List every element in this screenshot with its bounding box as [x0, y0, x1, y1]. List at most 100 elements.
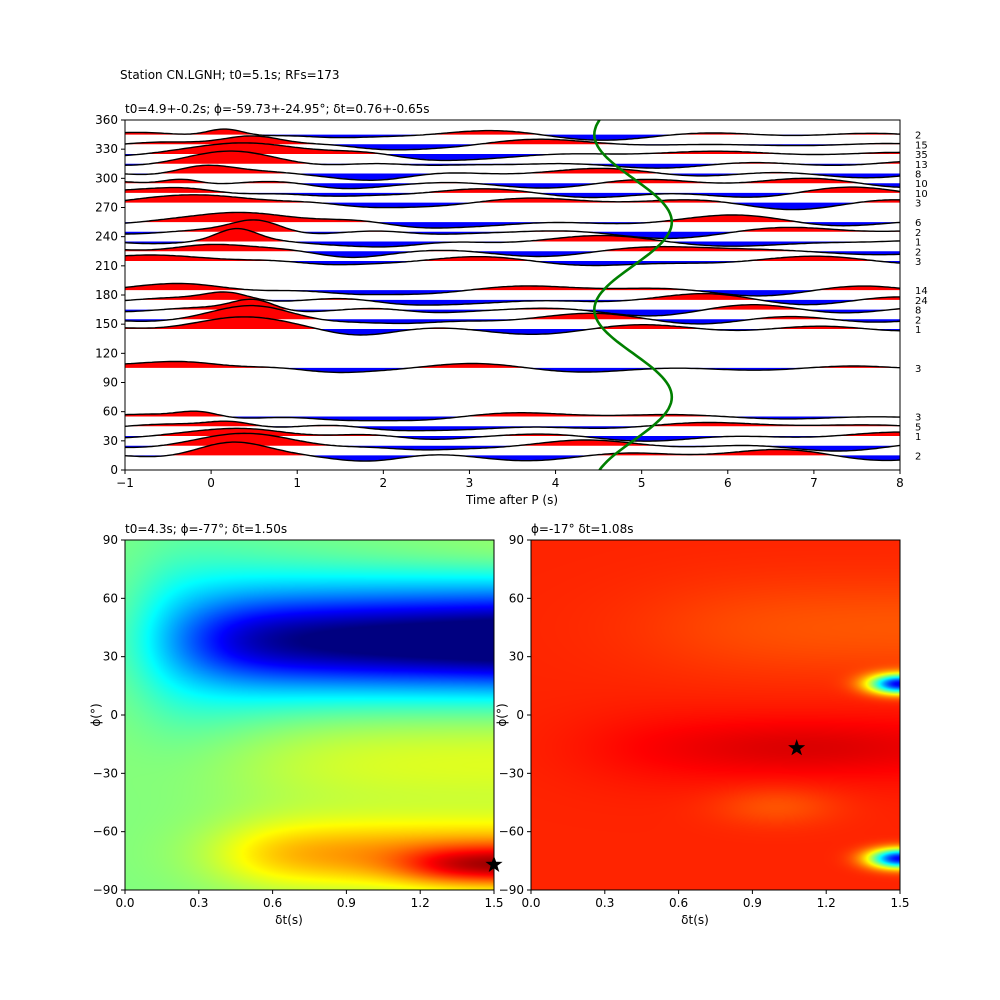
rf-trace [125, 304, 900, 325]
rf-panel: t0=4.9+-0.2s; ϕ=-59.73+-24.95°; δt=0.76+… [95, 102, 928, 507]
heatmap-right-x-label: δt(s) [681, 913, 709, 927]
rf-trace-negative-fill [125, 260, 900, 266]
rf-trace-count: 6 [915, 218, 921, 229]
rf-y-tick-label: 120 [95, 346, 118, 360]
heatmap-y-tick-label: 60 [509, 591, 524, 605]
rf-y-tick-label: 360 [95, 113, 118, 127]
rf-trace-negative-fill [125, 192, 900, 198]
rf-trace [125, 282, 900, 297]
rf-x-tick-label: 5 [638, 476, 646, 490]
rf-x-tick-label: 1 [293, 476, 301, 490]
heatmap-y-tick-label: 90 [509, 533, 524, 547]
rf-trace-negative-fill [125, 173, 900, 181]
rf-trace-negative-fill [125, 222, 900, 228]
rf-trace [125, 243, 900, 259]
rf-x-tick-label: 0 [207, 476, 215, 490]
rf-panel-title: t0=4.9+-0.2s; ϕ=-59.73+-24.95°; δt=0.76+… [125, 102, 429, 116]
rf-trace-negative-fill [125, 154, 900, 161]
t0-curve [592, 120, 674, 470]
heatmap-x-tick-label: 1.5 [484, 896, 503, 910]
heatmap-left-canvas [125, 540, 494, 890]
rf-trace-count: 1 [915, 432, 921, 443]
rf-y-tick-label: 150 [95, 317, 118, 331]
rf-x-tick-label: 2 [380, 476, 388, 490]
rf-trace-negative-fill [125, 367, 900, 373]
rf-x-tick-label: 7 [810, 476, 818, 490]
heatmap-x-tick-label: 0.6 [669, 896, 688, 910]
rf-trace-positive-fill [125, 305, 900, 320]
rf-trace [125, 316, 900, 336]
rf-y-tick-label: 60 [103, 405, 118, 419]
rf-trace [125, 298, 900, 317]
rf-y-tick-label: 0 [110, 463, 118, 477]
rf-trace-count: 5 [915, 422, 921, 433]
rf-y-tick-label: 180 [95, 288, 118, 302]
heatmap-x-tick-label: 0.6 [263, 896, 282, 910]
heatmap-y-tick-label: 0 [110, 708, 118, 722]
rf-trace-negative-fill [125, 416, 900, 421]
rf-x-tick-label: 8 [896, 476, 904, 490]
rf-y-tick-label: 300 [95, 171, 118, 185]
heatmap-y-tick-label: 90 [103, 533, 118, 547]
heatmap-right-canvas [531, 540, 900, 890]
rf-trace-count: 3 [915, 257, 921, 268]
heatmap-left-panel: t0=4.3s; ϕ=-77°; δt=1.50s 0.0 0.3 0.6 0.9 1.… [89, 522, 504, 927]
heatmap-y-tick-label: 60 [103, 591, 118, 605]
heatmap-y-tick-label: 30 [103, 650, 118, 664]
rf-trace-negative-fill [125, 202, 900, 210]
rf-trace [125, 135, 900, 151]
rf-x-tick-label: 4 [552, 476, 560, 490]
figure-suptitle: Station CN.LGNH; t0=5.1s; RFs=173 [120, 68, 340, 82]
rf-trace [125, 254, 900, 267]
heatmap-x-tick-label: 0.0 [521, 896, 540, 910]
rf-x-axis-label: Time after P (s) [465, 493, 558, 507]
rf-y-tick-label: 240 [95, 230, 118, 244]
rf-trace-count: 3 [915, 364, 921, 375]
rf-trace-count: 15 [915, 140, 928, 151]
rf-trace-count: 2 [915, 228, 921, 239]
rf-trace-negative-fill [125, 241, 900, 247]
heatmap-y-tick-label: −90 [499, 883, 524, 897]
rf-trace-positive-fill [125, 151, 900, 164]
rf-trace [125, 360, 900, 374]
heatmap-x-tick-label: 0.9 [337, 896, 356, 910]
rf-trace-count: 3 [915, 413, 921, 424]
rf-trace-count: 2 [915, 131, 921, 142]
rf-trace-positive-fill [125, 228, 900, 242]
rf-trace-positive-fill [125, 316, 900, 330]
rf-y-tick-label: 30 [103, 434, 118, 448]
rf-trace-positive-fill [125, 142, 900, 155]
rf-y-tick-label: 90 [103, 376, 118, 390]
rf-trace [125, 432, 900, 452]
heatmap-left-y-label: ϕ(°) [89, 703, 103, 726]
rf-trace [125, 211, 900, 229]
rf-x-tick-label: 3 [466, 476, 474, 490]
rf-trace-positive-fill [125, 219, 900, 232]
rf-trace-positive-fill [125, 299, 900, 310]
heatmap-y-tick-label: −60 [499, 825, 524, 839]
heatmap-x-tick-label: 0.0 [115, 896, 134, 910]
rf-trace [125, 420, 900, 432]
rf-trace [125, 227, 900, 248]
rf-trace [125, 441, 900, 462]
rf-trace-positive-fill [125, 187, 900, 193]
rf-trace-negative-fill [125, 251, 900, 258]
rf-trace [125, 142, 900, 162]
rf-trace-count: 2 [915, 247, 921, 258]
rf-trace-count: 2 [915, 451, 921, 462]
rf-trace-negative-fill [125, 134, 900, 141]
rf-trace-positive-fill [125, 212, 900, 223]
rf-y-tick-label: 330 [95, 142, 118, 156]
rf-trace-count: 14 [915, 286, 928, 297]
heatmap-x-tick-label: 1.2 [817, 896, 836, 910]
rf-trace-count: 1 [915, 325, 921, 336]
rf-trace [125, 427, 900, 442]
rf-trace [125, 186, 900, 199]
rf-trace-positive-fill [125, 244, 900, 252]
rf-trace [125, 128, 900, 141]
rf-trace-count: 10 [915, 189, 928, 200]
rf-trace [125, 219, 900, 240]
heatmap-x-tick-label: 0.9 [743, 896, 762, 910]
rf-trace [125, 164, 900, 181]
rf-trace [125, 410, 900, 422]
